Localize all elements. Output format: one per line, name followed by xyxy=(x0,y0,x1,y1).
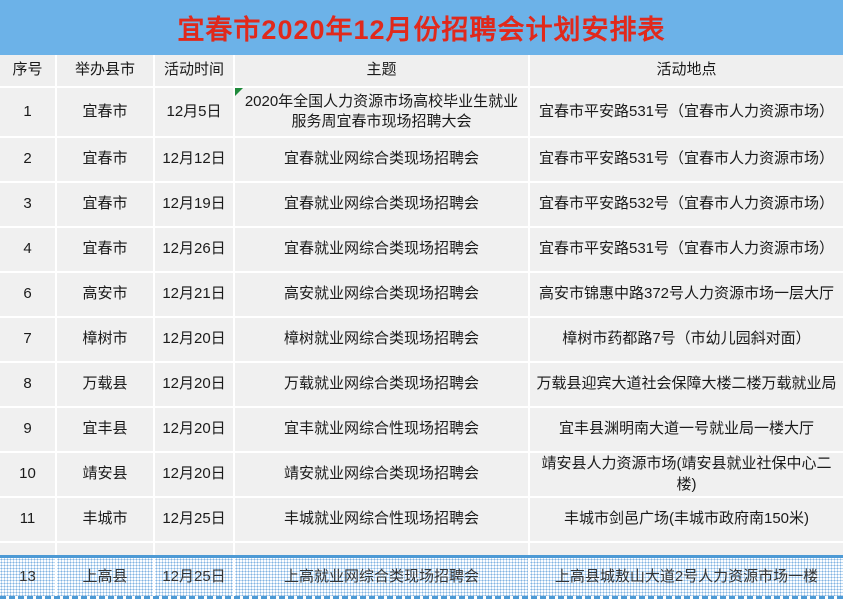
empty-cell xyxy=(155,543,235,555)
event-date-cell[interactable]: 12月20日 xyxy=(155,318,235,361)
location-cell[interactable]: 高安市锦惠中路372号人力资源市场一层大厅 xyxy=(538,285,835,303)
location-cell[interactable]: 宜春市平安路532号（宜春市人力资源市场） xyxy=(538,195,835,213)
table-row[interactable]: 11 丰城市 12月25日 丰城就业网综合性现场招聘会 丰城市剑邑广场(丰城市政府南15… xyxy=(0,498,843,543)
event-date-cell[interactable]: 12月5日 xyxy=(155,88,235,136)
row-number-cell[interactable]: 8 xyxy=(0,363,57,406)
host-city-cell[interactable]: 靖安县 xyxy=(57,453,155,496)
event-date-cell[interactable]: 12月20日 xyxy=(155,363,235,406)
theme-cell[interactable]: 上高就业网综合类现场招聘会 xyxy=(235,558,530,596)
table-row[interactable]: 7 樟树市 12月20日 樟树就业网综合类现场招聘会 樟树市药都路7号（市幼儿园斜对面） xyxy=(0,318,843,363)
row-number-cell[interactable]: 9 xyxy=(0,408,57,451)
host-city-cell[interactable]: 宜丰县 xyxy=(57,408,155,451)
event-date-cell[interactable]: 12月25日 xyxy=(155,498,235,541)
host-city-cell[interactable]: 上高县 xyxy=(57,558,155,596)
cell-note-triangle-icon xyxy=(235,88,243,96)
host-city-cell[interactable]: 宜春市 xyxy=(57,228,155,271)
theme-cell[interactable]: 宜春就业网综合类现场招聘会 xyxy=(235,138,530,181)
theme-cell[interactable]: 樟树就业网综合类现场招聘会 xyxy=(235,318,530,361)
location-cell[interactable]: 靖安县人力资源市场(靖安县就业社保中心二楼) xyxy=(541,455,832,493)
column-header: 活动时间 xyxy=(155,55,235,86)
table-row[interactable]: 8 万载县 12月20日 万载就业网综合类现场招聘会 万载县迎宾大道社会保障大楼二楼万载… xyxy=(0,363,843,408)
event-date-cell[interactable]: 12月20日 xyxy=(155,408,235,451)
table-row-selected[interactable]: 13 上高县 12月25日 上高就业网综合类现场招聘会 上高县城敖山大道2号人力资源市场… xyxy=(0,555,843,599)
event-date-cell[interactable]: 12月20日 xyxy=(155,453,235,496)
event-date-cell[interactable]: 12月19日 xyxy=(155,183,235,226)
location-cell[interactable]: 万载县迎宾大道社会保障大楼二楼万载就业局 xyxy=(536,375,837,393)
host-city-cell[interactable]: 宜春市 xyxy=(57,183,155,226)
empty-cell xyxy=(530,543,843,555)
location-cell[interactable]: 宜春市平安路531号（宜春市人力资源市场） xyxy=(538,102,835,120)
theme-cell[interactable]: 万载就业网综合类现场招聘会 xyxy=(235,363,530,406)
location-cell[interactable]: 宜丰县渊明南大道一号就业局一楼大厅 xyxy=(558,420,814,438)
row-number-cell[interactable]: 7 xyxy=(0,318,57,361)
table-row[interactable]: 3 宜春市 12月19日 宜春就业网综合类现场招聘会 宜春市平安路532号（宜春市人力资… xyxy=(0,183,843,228)
empty-cell xyxy=(235,543,530,555)
theme-cell[interactable]: 高安就业网综合类现场招聘会 xyxy=(235,273,530,316)
table-row[interactable]: 10 靖安县 12月20日 靖安就业网综合类现场招聘会 靖安县人力资源市场(靖安县就业社… xyxy=(0,453,843,498)
host-city-cell[interactable]: 丰城市 xyxy=(57,498,155,541)
theme-cell[interactable]: 靖安就业网综合类现场招聘会 xyxy=(235,453,530,496)
event-date-cell[interactable]: 12月26日 xyxy=(155,228,235,271)
row-number-cell[interactable]: 11 xyxy=(0,498,57,541)
column-header: 举办县市 xyxy=(57,55,155,86)
table-row[interactable]: 6 高安市 12月21日 高安就业网综合类现场招聘会 高安市锦惠中路372号人力资源市场… xyxy=(0,273,843,318)
row-number-cell[interactable]: 6 xyxy=(0,273,57,316)
column-header: 主题 xyxy=(235,55,530,86)
location-cell[interactable]: 樟树市药都路7号（市幼儿园斜对面） xyxy=(562,330,811,348)
table-body: 1 宜春市 12月5日 2020年全国人力资源市场高校毕业生就业服务周宜春市现场招聘大… xyxy=(0,88,843,599)
theme-cell[interactable]: 丰城就业网综合性现场招聘会 xyxy=(235,498,530,541)
table-row[interactable]: 1 宜春市 12月5日 2020年全国人力资源市场高校毕业生就业服务周宜春市现场招聘大… xyxy=(0,88,843,138)
row-number-cell[interactable]: 1 xyxy=(0,88,57,136)
column-header: 序号 xyxy=(0,55,57,86)
theme-cell[interactable]: 2020年全国人力资源市场高校毕业生就业服务周宜春市现场招聘大会 xyxy=(235,88,530,136)
table-row[interactable]: 2 宜春市 12月12日 宜春就业网综合类现场招聘会 宜春市平安路531号（宜春市人力资… xyxy=(0,138,843,183)
row-number-cell[interactable]: 3 xyxy=(0,183,57,226)
location-cell[interactable]: 宜春市平安路531号（宜春市人力资源市场） xyxy=(538,150,835,168)
row-number-cell[interactable]: 4 xyxy=(0,228,57,271)
host-city-cell[interactable]: 万载县 xyxy=(57,363,155,406)
column-header: 活动地点 xyxy=(656,61,717,79)
host-city-cell[interactable]: 宜春市 xyxy=(57,88,155,136)
host-city-cell[interactable]: 樟树市 xyxy=(57,318,155,361)
table-row[interactable]: 4 宜春市 12月26日 宜春就业网综合类现场招聘会 宜春市平安路531号（宜春市人力资… xyxy=(0,228,843,273)
host-city-cell[interactable]: 宜春市 xyxy=(57,138,155,181)
theme-cell[interactable]: 宜丰就业网综合性现场招聘会 xyxy=(235,408,530,451)
location-cell[interactable]: 宜春市平安路531号（宜春市人力资源市场） xyxy=(538,240,835,258)
empty-cell xyxy=(57,543,155,555)
title-bar: 宜春市2020年12月份招聘会计划安排表 xyxy=(0,0,843,55)
empty-cell xyxy=(0,543,57,555)
page-title: 宜春市2020年12月份招聘会计划安排表 xyxy=(177,15,666,45)
event-date-cell[interactable]: 12月12日 xyxy=(155,138,235,181)
location-cell[interactable]: 上高县城敖山大道2号人力资源市场一楼 xyxy=(530,558,843,596)
theme-cell[interactable]: 宜春就业网综合类现场招聘会 xyxy=(235,228,530,271)
theme-cell[interactable]: 宜春就业网综合类现场招聘会 xyxy=(235,183,530,226)
event-date-cell[interactable]: 12月25日 xyxy=(155,558,235,596)
host-city-cell[interactable]: 高安市 xyxy=(57,273,155,316)
event-date-cell[interactable]: 12月21日 xyxy=(155,273,235,316)
row-number-cell[interactable]: 10 xyxy=(0,453,57,496)
table-row[interactable]: 9 宜丰县 12月20日 宜丰就业网综合性现场招聘会 宜丰县渊明南大道一号就业局一楼大厅 xyxy=(0,408,843,453)
table-header-row: 序号 举办县市 活动时间 主题 活动地点 xyxy=(0,55,843,88)
location-cell[interactable]: 丰城市剑邑广场(丰城市政府南150米) xyxy=(563,510,810,528)
row-number-cell[interactable]: 2 xyxy=(0,138,57,181)
empty-strip-row xyxy=(0,543,843,555)
row-number-cell[interactable]: 13 xyxy=(0,558,57,596)
